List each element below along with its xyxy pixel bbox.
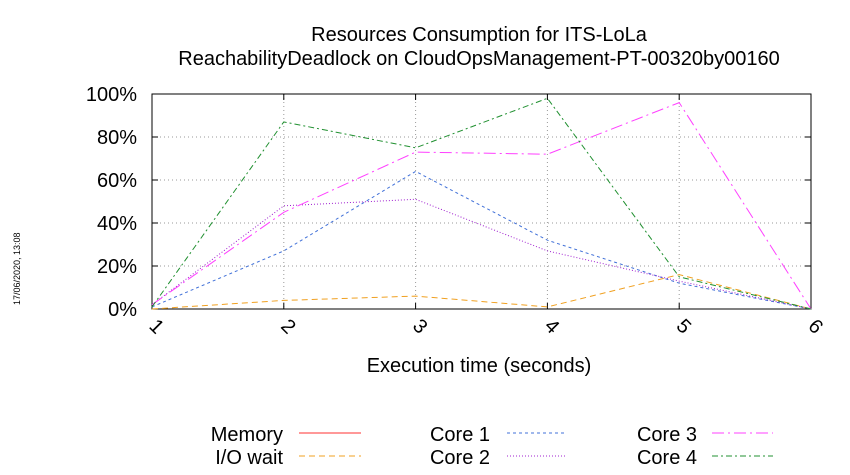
plot-frame	[151, 93, 812, 310]
y-tick-label: 40%	[97, 213, 137, 235]
chart-title: Resources Consumption for ITS-LoLa	[311, 24, 648, 46]
series-line-core-1	[151, 170, 812, 310]
y-tick-label: 100%	[86, 84, 137, 106]
side-timestamp: 17/06/2020, 13:08	[12, 232, 22, 305]
legend-label-core-4: Core 4	[637, 447, 697, 469]
series-line-core-4	[151, 97, 812, 310]
x-tick-label: 2	[276, 315, 299, 338]
y-tick-label: 0%	[108, 299, 137, 321]
x-axis-label: Execution time (seconds)	[367, 355, 592, 377]
x-tick-label: 5	[672, 315, 695, 338]
series-line-core-3	[151, 101, 812, 310]
series-line-core-2	[151, 198, 812, 310]
x-tick-label: 4	[540, 315, 563, 338]
series-line-i-o-wait	[151, 274, 812, 310]
grid-lines	[152, 94, 811, 309]
y-tick-label: 20%	[97, 256, 137, 278]
legend-label-core-1: Core 1	[430, 424, 490, 446]
y-tick-label: 60%	[97, 170, 137, 192]
legend-label-core-2: Core 2	[430, 447, 490, 469]
x-tick-label: 6	[804, 315, 827, 338]
x-tick-label: 1	[145, 315, 168, 338]
y-tick-label: 80%	[97, 127, 137, 149]
y-axis: 0% 20% 40% 60% 80% 100%	[86, 84, 811, 321]
x-tick-label: 3	[408, 315, 431, 338]
legend-label-core-3: Core 3	[637, 424, 697, 446]
legend-label-memory: Memory	[211, 424, 283, 446]
legend-label-i-o-wait: I/O wait	[215, 447, 283, 469]
series-lines	[151, 97, 812, 310]
chart-subtitle: ReachabilityDeadlock on CloudOpsManageme…	[178, 48, 779, 70]
